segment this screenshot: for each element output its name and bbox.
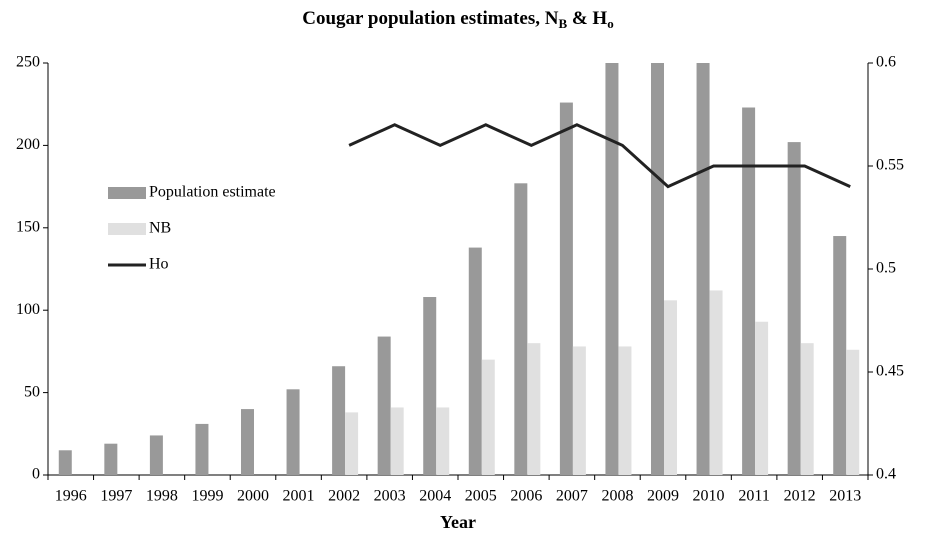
bar <box>514 183 528 475</box>
bar <box>377 336 391 475</box>
bar <box>481 359 495 475</box>
y-tick-label: 250 <box>16 54 40 71</box>
bar <box>664 300 677 475</box>
bar <box>345 412 359 475</box>
bar <box>241 409 254 475</box>
y2-tick-label: 0.55 <box>876 157 904 174</box>
bar <box>605 63 619 475</box>
y-tick-label: 200 <box>16 136 40 153</box>
y-tick-label: 100 <box>16 301 40 318</box>
bar <box>527 343 541 475</box>
y2-tick-label: 0.6 <box>876 54 896 71</box>
y-tick-label: 0 <box>32 466 40 483</box>
x-tick-label: 1998 <box>146 488 178 505</box>
x-tick-label: 1996 <box>55 488 87 505</box>
x-axis-label: Year <box>440 512 476 532</box>
bar <box>846 349 860 475</box>
legend-label: Population estimate <box>149 184 276 201</box>
x-tick-label: 2005 <box>465 488 497 505</box>
title-part: & H <box>567 8 607 29</box>
x-tick-label: 2008 <box>601 488 633 505</box>
title-part: Cougar population estimates, N <box>302 8 558 29</box>
x-tick-label: 2007 <box>556 488 588 505</box>
x-tick-label: 2001 <box>283 488 315 505</box>
bar <box>468 247 482 475</box>
bar <box>833 236 847 475</box>
bar <box>755 321 769 475</box>
y-tick-label: 50 <box>24 383 40 400</box>
x-tick-label: 2002 <box>328 488 360 505</box>
title-subscript: B <box>558 16 567 31</box>
bar <box>572 346 586 475</box>
x-tick-label: 2010 <box>693 488 725 505</box>
line <box>348 123 851 189</box>
chart-title: Cougar population estimates, NB & Ho <box>302 8 613 31</box>
bar <box>696 63 710 475</box>
bar <box>618 346 632 475</box>
bar <box>104 443 118 475</box>
x-tick-label: 2003 <box>374 488 406 505</box>
x-tick-label: 2009 <box>647 488 679 505</box>
x-tick-label: 2013 <box>829 488 861 505</box>
bar <box>709 290 723 475</box>
bar <box>787 142 801 475</box>
title-subscript: o <box>607 16 614 31</box>
x-tick-label: 2011 <box>738 488 769 505</box>
bar <box>800 343 814 475</box>
x-tick-label: 1999 <box>191 488 223 505</box>
y2-tick-label: 0.45 <box>876 363 904 380</box>
bar <box>436 407 450 475</box>
bar <box>651 63 664 475</box>
y2-tick-label: 0.4 <box>876 466 896 483</box>
y-tick-label: 150 <box>16 218 40 235</box>
bar <box>332 366 346 475</box>
legend-label: Ho <box>149 256 169 273</box>
x-tick-label: 2006 <box>510 488 542 505</box>
bar <box>286 389 300 475</box>
legend-swatch <box>108 187 146 199</box>
bar <box>149 435 163 475</box>
legend-label: NB <box>149 220 171 237</box>
bar <box>195 423 209 475</box>
legend-swatch <box>108 223 146 235</box>
x-tick-label: 1997 <box>100 488 132 505</box>
bar <box>742 107 756 475</box>
bar <box>559 102 573 475</box>
bar <box>390 407 404 475</box>
bar <box>58 450 72 475</box>
x-tick-label: 2004 <box>419 488 451 505</box>
y2-tick-label: 0.5 <box>876 260 896 277</box>
x-tick-label: 2000 <box>237 488 269 505</box>
x-tick-label: 2012 <box>784 488 816 505</box>
bar <box>423 297 437 475</box>
